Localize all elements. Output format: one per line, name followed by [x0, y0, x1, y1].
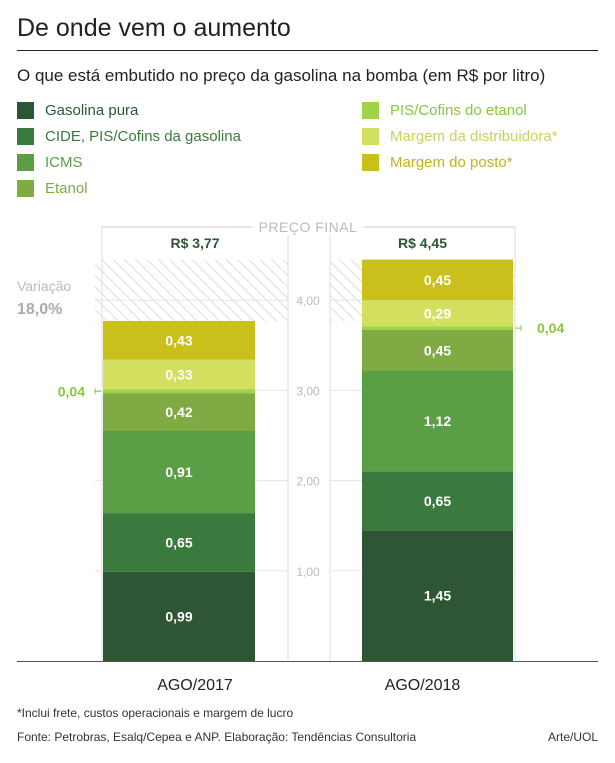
legend-item-pis-etanol: PIS/Cofins do etanol: [362, 102, 527, 119]
bar-segment: [103, 393, 255, 431]
small-value-tick: [94, 388, 101, 395]
legend-label: PIS/Cofins do etanol: [390, 102, 527, 119]
small-value-tick: [515, 325, 522, 332]
title-divider: [17, 50, 598, 51]
bar-segment: [362, 370, 513, 472]
legend-item-margem-distribuidora: Margem da distribuidora*: [362, 128, 558, 145]
bar-segment: [362, 471, 513, 531]
final-price-label: PREÇO FINAL: [259, 219, 358, 235]
y-tick-label: 4,00: [296, 294, 320, 308]
legend-swatch: [17, 128, 34, 145]
segment-value-label: 0,29: [424, 305, 451, 321]
segment-value-label: 0,42: [165, 404, 192, 420]
tick-bg: [289, 292, 329, 309]
bar-segment: [103, 389, 255, 394]
segment-value-label: 0,43: [165, 332, 192, 348]
segment-value-label: 0,65: [424, 493, 451, 509]
legend-label: CIDE, PIS/Cofins da gasolina: [45, 128, 241, 145]
bar-segment: [103, 571, 255, 661]
total-price-label: R$ 4,45: [398, 235, 447, 251]
bar-segment: [103, 320, 255, 360]
credit: Arte/UOL: [547, 730, 598, 744]
total-price-label: R$ 3,77: [170, 235, 219, 251]
x-category-label: AGO/2018: [385, 677, 461, 694]
bar-segment: [362, 259, 513, 301]
y-tick-label: 3,00: [296, 384, 320, 398]
legend-label: Etanol: [45, 180, 88, 197]
legend-swatch: [17, 102, 34, 119]
legend-item-gasolina-pura: Gasolina pura: [17, 102, 138, 119]
legend-swatch: [362, 128, 379, 145]
legend-swatch: [17, 154, 34, 171]
segment-value-label: 0,45: [424, 342, 451, 358]
legend-swatch: [362, 102, 379, 119]
segment-value-label: 0,33: [165, 367, 192, 383]
chart-subtitle: O que está embutido no preço da gasolina…: [17, 66, 546, 85]
bar-segment: [103, 430, 255, 514]
chart-title: De onde vem o aumento: [17, 14, 291, 42]
segment-value-label: 0,65: [165, 534, 192, 550]
segment-value-label: 0,04: [537, 320, 564, 336]
variation-value: 18,0%: [17, 301, 62, 318]
legend-item-etanol: Etanol: [17, 180, 88, 197]
footnote: *Inclui frete, custos operacionais e mar…: [17, 706, 294, 720]
legend-swatch: [17, 180, 34, 197]
final-price-bg: [252, 217, 364, 235]
legend-label: Gasolina pura: [45, 102, 139, 119]
legend-item-cide: CIDE, PIS/Cofins da gasolina: [17, 128, 241, 145]
legend-item-icms: ICMS: [17, 154, 83, 171]
segment-value-label: 0,91: [165, 464, 192, 480]
tick-bg: [289, 562, 329, 579]
y-tick-label: 2,00: [296, 475, 320, 489]
segment-value-label: 0,45: [424, 272, 451, 288]
bar-segment: [362, 329, 513, 371]
bar-segment: [103, 359, 255, 390]
bar-segment: [362, 530, 513, 661]
legend-label: ICMS: [45, 154, 83, 171]
segment-value-label: 1,45: [424, 588, 451, 604]
x-category-label: AGO/2017: [157, 677, 233, 694]
segment-value-label: 0,99: [165, 608, 192, 624]
tick-bg: [289, 472, 329, 489]
segment-value-label: 0,04: [58, 383, 85, 399]
bar-segment: [103, 513, 255, 572]
legend-label: Margem do posto*: [390, 154, 513, 171]
variation-label: Variação: [17, 278, 71, 294]
source-note: Fonte: Petrobras, Esalq/Cepea e ANP. Ela…: [17, 730, 417, 744]
legend-swatch: [362, 154, 379, 171]
tick-bg: [289, 382, 329, 399]
variation-hatch-left: [95, 259, 288, 321]
bar-segment: [362, 300, 513, 327]
legend-label: Margem da distribuidora*: [390, 128, 558, 145]
y-tick-label: 1,00: [296, 565, 320, 579]
legend-item-margem-posto: Margem do posto*: [362, 154, 513, 171]
bar-segment: [362, 326, 513, 330]
segment-value-label: 1,12: [424, 413, 451, 429]
